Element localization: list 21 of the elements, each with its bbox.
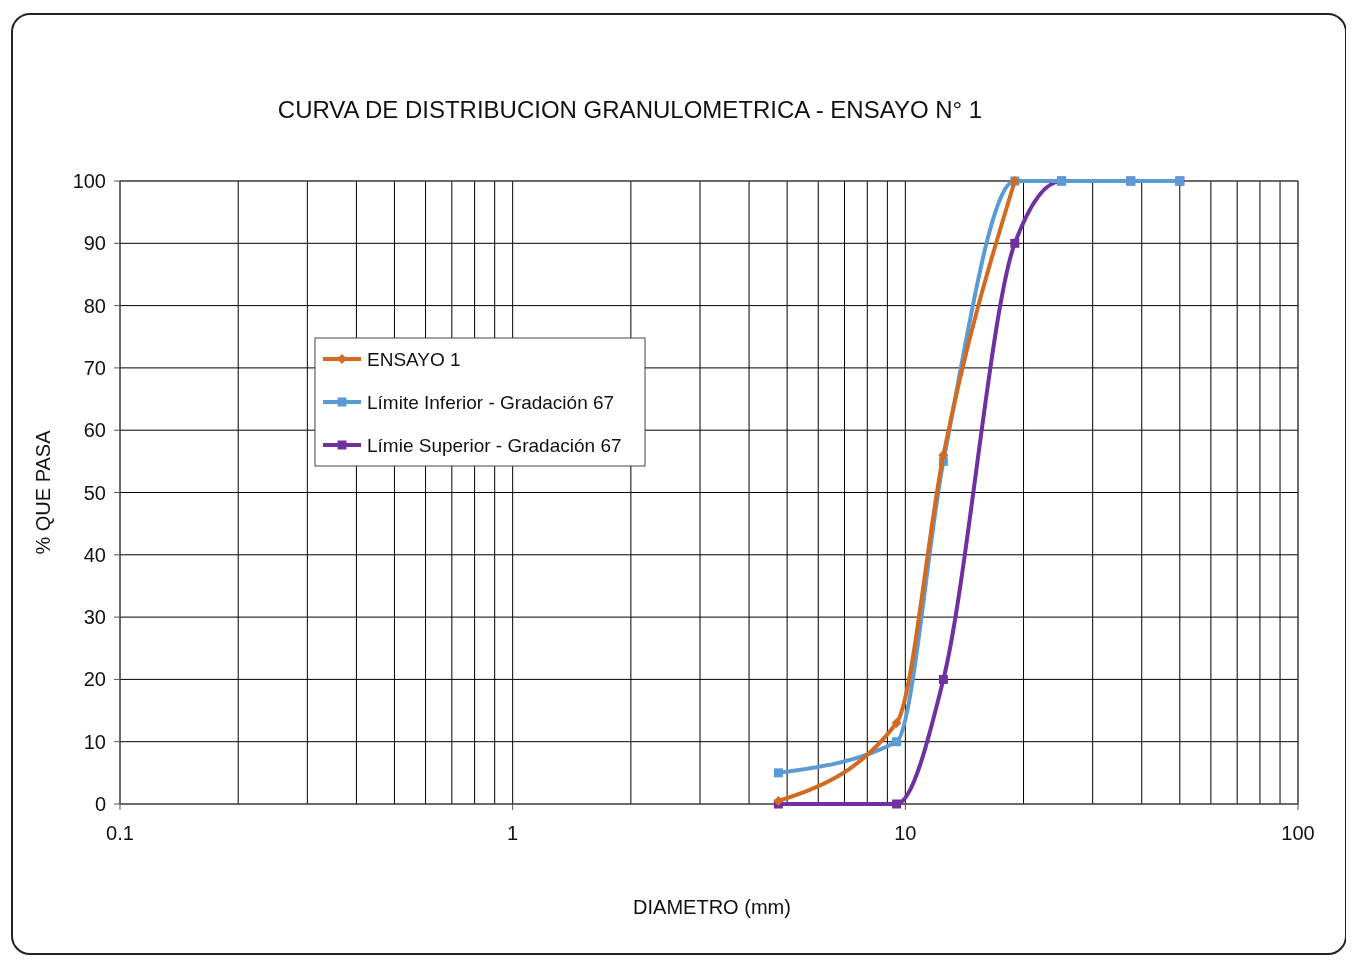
legend-label: ENSAYO 1 xyxy=(367,349,461,370)
y-axis-title: % QUE PASA xyxy=(32,429,54,555)
chart-title: CURVA DE DISTRIBUCION GRANULOMETRICA - ENSAYO N° 1 xyxy=(277,96,983,123)
x-axis-title: DIAMETRO (mm) xyxy=(633,896,791,918)
y-tick-label: 30 xyxy=(83,606,106,629)
y-tick-label: 80 xyxy=(83,294,106,317)
x-tick-label: 0.1 xyxy=(106,822,134,844)
y-tick-label: 70 xyxy=(83,356,106,379)
y-tick-label: 90 xyxy=(83,232,106,255)
y-tick-label: 10 xyxy=(83,730,106,753)
x-tick-label: 100 xyxy=(1281,822,1315,844)
y-tick-label: 100 xyxy=(72,170,106,192)
x-tick-label: 10 xyxy=(894,822,917,844)
legend-label: Límie Superior - Gradación 67 xyxy=(367,435,622,456)
legend-label: Límite Inferior - Gradación 67 xyxy=(367,392,615,413)
y-tick-label: 50 xyxy=(83,481,106,504)
y-tick-label: 20 xyxy=(83,668,106,691)
y-tick-label: 0 xyxy=(94,793,106,815)
x-tick-label: 1 xyxy=(507,822,519,844)
y-tick-label: 40 xyxy=(83,543,106,566)
y-tick-label: 60 xyxy=(83,419,106,442)
